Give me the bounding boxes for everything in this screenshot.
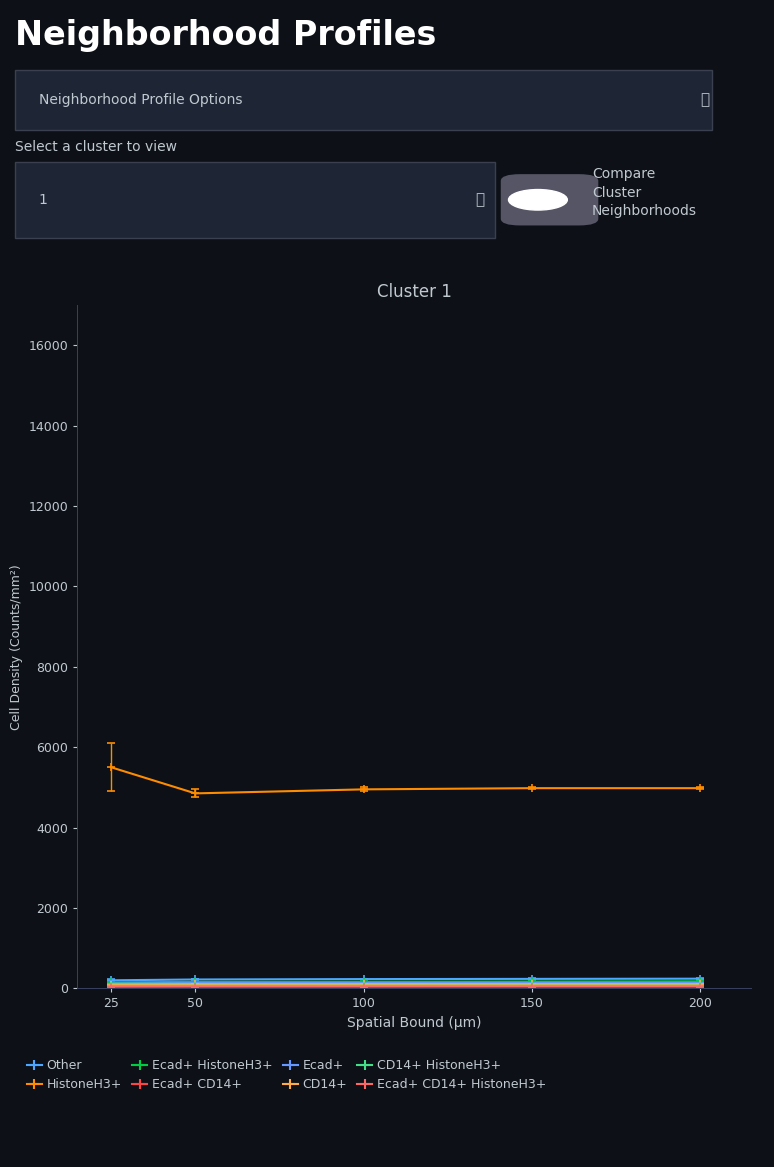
Text: Neighborhood Profiles: Neighborhood Profiles <box>15 19 437 51</box>
FancyBboxPatch shape <box>15 70 712 130</box>
Circle shape <box>509 189 567 210</box>
X-axis label: Spatial Bound (μm): Spatial Bound (μm) <box>347 1016 481 1030</box>
Text: ⌵: ⌵ <box>475 193 485 208</box>
Text: Compare
Cluster
Neighborhoods: Compare Cluster Neighborhoods <box>592 167 697 218</box>
Text: 1: 1 <box>39 193 47 207</box>
Text: Select a cluster to view: Select a cluster to view <box>15 140 177 154</box>
Text: Neighborhood Profile Options: Neighborhood Profile Options <box>39 93 242 107</box>
Legend: Other, HistoneH3+, Ecad+ HistoneH3+, Ecad+ CD14+, Ecad+, CD14+, CD14+ HistoneH3+: Other, HistoneH3+, Ecad+ HistoneH3+, Eca… <box>22 1054 552 1096</box>
Y-axis label: Cell Density (Counts/mm²): Cell Density (Counts/mm²) <box>10 564 23 729</box>
Title: Cluster 1: Cluster 1 <box>377 282 451 301</box>
FancyBboxPatch shape <box>501 174 598 225</box>
Text: ⌵: ⌵ <box>700 92 709 107</box>
FancyBboxPatch shape <box>15 162 495 238</box>
